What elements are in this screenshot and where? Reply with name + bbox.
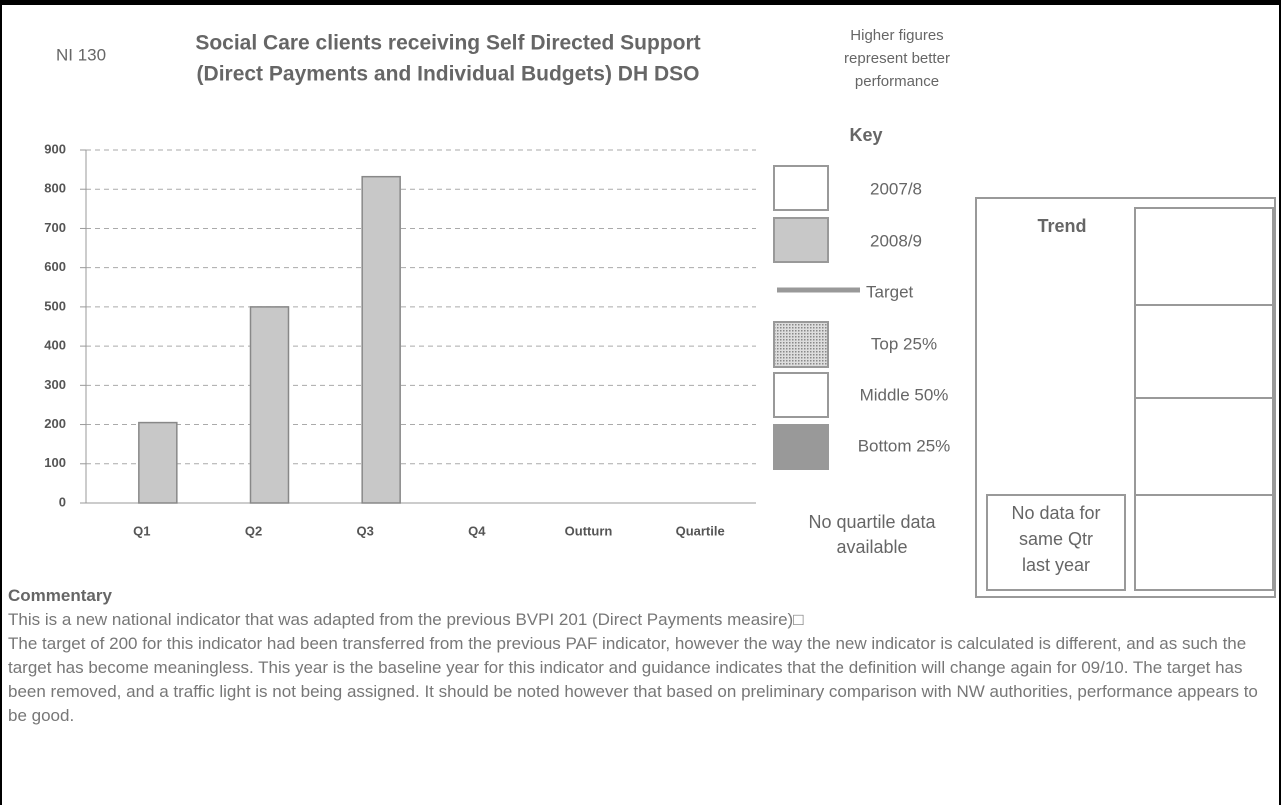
y-tick-label: 700	[44, 220, 66, 235]
key-quartile: Middle 50%	[860, 385, 949, 404]
bottom-quartile-swatch	[773, 424, 829, 470]
legend-swatch	[773, 165, 829, 211]
trend-title: Trend	[1037, 216, 1086, 236]
no-data-line: No data for	[1011, 503, 1100, 523]
top-quartile-swatch	[773, 321, 829, 368]
bar	[249, 306, 290, 504]
x-tick-label: Q2	[245, 523, 262, 538]
legend-label: 2007/8	[870, 179, 922, 198]
indicator-code: NI 130	[56, 45, 106, 64]
y-tick-label: 600	[44, 259, 66, 274]
note-line: performance	[855, 73, 939, 90]
key-quartile: Bottom 25%	[858, 436, 951, 455]
x-tick-label: Outturn	[565, 523, 613, 538]
key-quartile: Top 25%	[871, 334, 937, 353]
commentary-paragraph: The target of 200 for this indicator had…	[8, 634, 1258, 725]
y-tick-label: 800	[44, 181, 66, 196]
no-data-box	[986, 494, 1126, 591]
commentary-paragraph: This is a new national indicator that wa…	[8, 610, 804, 629]
title-line: (Direct Payments and Individual Budgets)…	[197, 63, 700, 86]
no-data-line: same Qtr	[1019, 529, 1093, 549]
bar	[138, 421, 178, 504]
y-tick-label: 300	[44, 377, 66, 392]
no-quartile-line: available	[836, 537, 907, 557]
x-tick-label: Q3	[356, 523, 373, 538]
key-target: Target	[866, 282, 914, 301]
note-line: Higher figures	[850, 27, 943, 44]
no-quartile-line: No quartile data	[808, 512, 936, 532]
y-tick-label: 500	[44, 298, 66, 313]
right-border	[1279, 0, 1281, 805]
title-line: Social Care clients receiving Self Direc…	[195, 32, 700, 55]
key-title: Key	[849, 125, 882, 145]
left-border	[0, 0, 2, 805]
legend-swatch	[773, 217, 829, 263]
x-tick-label: Q4	[468, 523, 486, 538]
commentary: Commentary This is a new national indica…	[8, 584, 1273, 728]
commentary-title: Commentary	[8, 586, 112, 605]
x-tick-label: Quartile	[676, 523, 725, 538]
y-tick-label: 900	[44, 141, 66, 156]
y-tick-label: 0	[59, 494, 66, 509]
trend-box	[975, 197, 1276, 598]
note-line: represent better	[844, 50, 950, 67]
y-tick-label: 400	[44, 338, 66, 353]
y-tick-label: 100	[44, 455, 66, 470]
top-border	[0, 0, 1281, 5]
bar	[361, 175, 401, 504]
legend-label: 2008/9	[870, 231, 922, 250]
middle-quartile-swatch	[773, 372, 829, 418]
no-data-line: last year	[1022, 555, 1090, 575]
y-tick-label: 200	[44, 416, 66, 431]
x-tick-label: Q1	[133, 523, 150, 538]
